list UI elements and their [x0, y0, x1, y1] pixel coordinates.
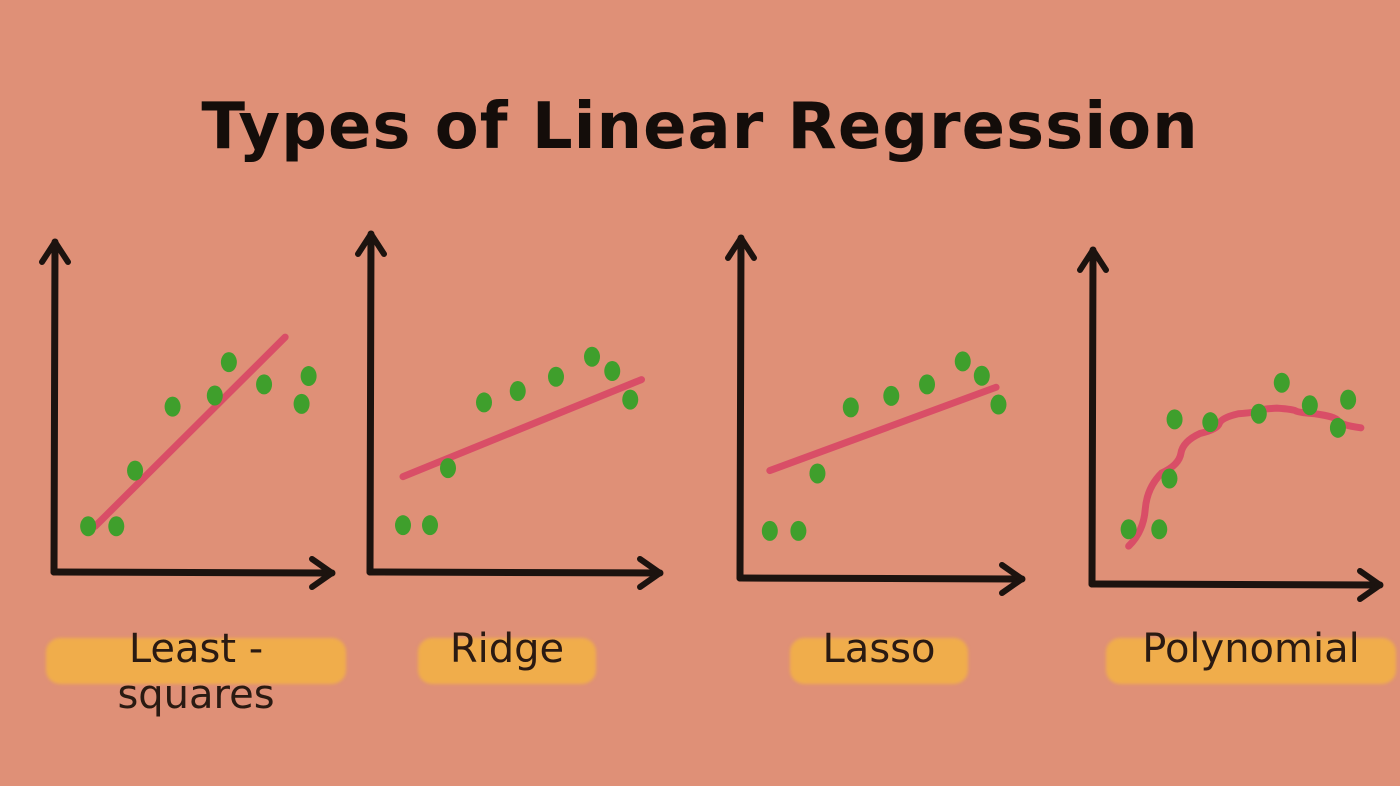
- label-highlight: [1106, 638, 1396, 684]
- y-axis: [50, 238, 59, 576]
- data-point: [1151, 519, 1168, 540]
- data-point: [1273, 372, 1290, 393]
- diagram-title: Types of Linear Regression: [201, 90, 1199, 164]
- y-axis-arrowhead: [355, 231, 387, 257]
- data-point: [990, 394, 1007, 415]
- lasso-panel: [725, 220, 1030, 620]
- data-point: [790, 520, 807, 541]
- x-axis: [1088, 580, 1384, 589]
- data-point: [584, 346, 600, 367]
- regression-fit: [91, 333, 289, 530]
- label-highlight: [418, 638, 596, 684]
- ridge-label-wrap: Ridge: [418, 618, 596, 690]
- least-squares-chart: [39, 238, 336, 590]
- data-point: [761, 520, 778, 541]
- y-axis: [366, 230, 375, 576]
- data-point: [1202, 412, 1219, 433]
- x-axis-arrowhead: [999, 562, 1025, 596]
- data-point: [883, 385, 900, 406]
- data-point: [548, 366, 564, 387]
- polynomial-chart: [1077, 246, 1384, 602]
- lasso-label: Lasso: [822, 626, 936, 672]
- data-point: [622, 389, 639, 410]
- ridge-panel: [355, 220, 680, 620]
- least-squares-label: Least - squares: [117, 626, 275, 718]
- data-point: [1161, 468, 1178, 489]
- regression-fit: [399, 376, 645, 481]
- data-point: [80, 516, 97, 537]
- regression-fit: [1125, 404, 1365, 550]
- ridge-chart: [355, 230, 664, 590]
- data-point: [509, 381, 526, 402]
- data-point: [300, 366, 317, 387]
- polynomial-panel: [1077, 220, 1390, 620]
- y-axis-arrowhead: [725, 235, 757, 261]
- data-point: [220, 352, 237, 373]
- data-point: [476, 392, 492, 413]
- x-axis: [50, 568, 336, 577]
- x-axis-arrowhead: [1357, 568, 1383, 602]
- data-point: [1301, 395, 1318, 416]
- data-point: [206, 385, 223, 406]
- lasso-chart: [725, 234, 1026, 596]
- data-point: [809, 463, 826, 484]
- data-point: [1250, 403, 1267, 424]
- y-axis-arrowhead: [1077, 247, 1109, 273]
- data-point: [919, 374, 936, 395]
- data-point: [127, 460, 144, 481]
- y-axis: [1088, 246, 1097, 588]
- regression-fit: [766, 383, 1000, 475]
- data-point: [1120, 519, 1137, 540]
- data-point: [973, 365, 990, 386]
- data-point: [1329, 417, 1346, 438]
- ridge-label: Ridge: [449, 626, 565, 672]
- x-axis-arrowhead: [637, 556, 663, 590]
- data-point: [395, 515, 411, 536]
- polynomial-label-wrap: Polynomial: [1106, 618, 1396, 690]
- least-squares-label-wrap: Least - squares: [46, 618, 346, 718]
- label-highlight: [46, 638, 346, 684]
- x-axis-arrowhead: [309, 556, 335, 590]
- data-point: [604, 361, 621, 382]
- x-axis: [366, 568, 664, 577]
- y-axis: [736, 234, 745, 582]
- data-point: [1340, 389, 1357, 410]
- x-axis: [736, 574, 1026, 583]
- data-point: [256, 374, 273, 395]
- data-point: [422, 515, 438, 536]
- data-point: [954, 351, 971, 372]
- polynomial-label: Polynomial: [1142, 626, 1360, 672]
- data-point: [108, 516, 125, 537]
- least-squares-panel: [39, 220, 340, 620]
- data-point: [842, 397, 859, 418]
- data-point: [440, 458, 456, 479]
- lasso-label-wrap: Lasso: [790, 618, 968, 690]
- y-axis-arrowhead: [39, 239, 71, 265]
- label-highlight: [790, 638, 968, 684]
- data-point: [164, 396, 181, 417]
- data-point: [1166, 409, 1183, 430]
- data-point: [293, 393, 310, 414]
